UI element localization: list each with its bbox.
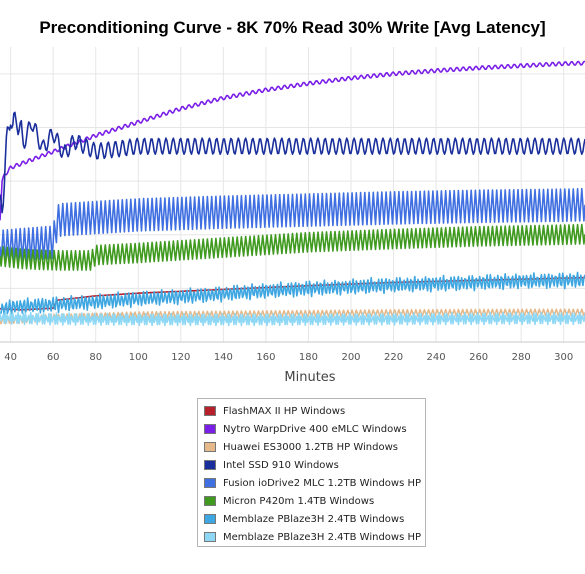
legend-label: Memblaze PBlaze3H 2.4TB Windows xyxy=(223,513,405,525)
x-tick-label: 260 xyxy=(469,352,488,363)
legend-label: Micron P420m 1.4TB Windows xyxy=(223,495,375,507)
series-line-5 xyxy=(0,187,585,264)
legend-item[interactable]: FlashMAX II HP Windows xyxy=(198,402,425,420)
legend-item[interactable]: Intel SSD 910 Windows xyxy=(198,456,425,474)
legend-swatch xyxy=(204,478,216,488)
legend-item[interactable]: Fusion ioDrive2 MLC 1.2TB Windows HP xyxy=(198,474,425,492)
x-tick-label: 280 xyxy=(512,352,531,363)
legend-swatch xyxy=(204,406,216,416)
x-tick-label: 140 xyxy=(214,352,233,363)
x-tick-label: 180 xyxy=(299,352,318,363)
legend-item[interactable]: Memblaze PBlaze3H 2.4TB Windows HP xyxy=(198,528,425,546)
legend-label: Huawei ES3000 1.2TB HP Windows xyxy=(223,441,398,453)
series-line-6 xyxy=(0,223,585,271)
x-axis-title: Minutes xyxy=(284,370,336,385)
x-tick-label: 100 xyxy=(129,352,148,363)
series-line-7 xyxy=(0,271,585,316)
x-tick-label: 80 xyxy=(89,352,102,363)
legend-label: Intel SSD 910 Windows xyxy=(223,459,339,471)
chart-title: Preconditioning Curve - 8K 70% Read 30% … xyxy=(39,18,546,37)
legend-item[interactable]: Huawei ES3000 1.2TB HP Windows xyxy=(198,438,425,456)
series-line-4 xyxy=(0,111,585,214)
legend-label: Memblaze PBlaze3H 2.4TB Windows HP xyxy=(223,531,422,543)
legend-label: Fusion ioDrive2 MLC 1.2TB Windows HP xyxy=(223,477,422,489)
series-line-3 xyxy=(0,308,585,325)
legend-swatch xyxy=(204,442,216,452)
x-tick-label: 300 xyxy=(554,352,573,363)
x-tick-label: 200 xyxy=(341,352,360,363)
legend-item[interactable]: Nytro WarpDrive 400 eMLC Windows xyxy=(198,420,425,438)
x-tick-label: 240 xyxy=(427,352,446,363)
legend: FlashMAX II HP Windows Nytro WarpDrive 40… xyxy=(197,398,426,547)
series-layer xyxy=(0,60,585,327)
legend-label: FlashMAX II HP Windows xyxy=(223,405,346,417)
legend-swatch xyxy=(204,424,216,434)
x-axis: 40 60 80 100 120 140 160 180 200 220 240 260 280 300 xyxy=(0,341,585,363)
legend-swatch xyxy=(204,514,216,524)
x-tick-label: 40 xyxy=(4,352,17,363)
legend-swatch xyxy=(204,460,216,470)
legend-swatch xyxy=(204,532,216,542)
x-tick-label: 220 xyxy=(384,352,403,363)
legend-item[interactable]: Micron P420m 1.4TB Windows xyxy=(198,492,425,510)
series-line-2 xyxy=(0,60,585,221)
x-tick-label: 120 xyxy=(171,352,190,363)
series-line-8 xyxy=(0,311,585,327)
x-tick-label: 160 xyxy=(256,352,275,363)
x-tick-label: 60 xyxy=(47,352,60,363)
legend-item[interactable]: Memblaze PBlaze3H 2.4TB Windows xyxy=(198,510,425,528)
legend-label: Nytro WarpDrive 400 eMLC Windows xyxy=(223,423,407,435)
legend-swatch xyxy=(204,496,216,506)
